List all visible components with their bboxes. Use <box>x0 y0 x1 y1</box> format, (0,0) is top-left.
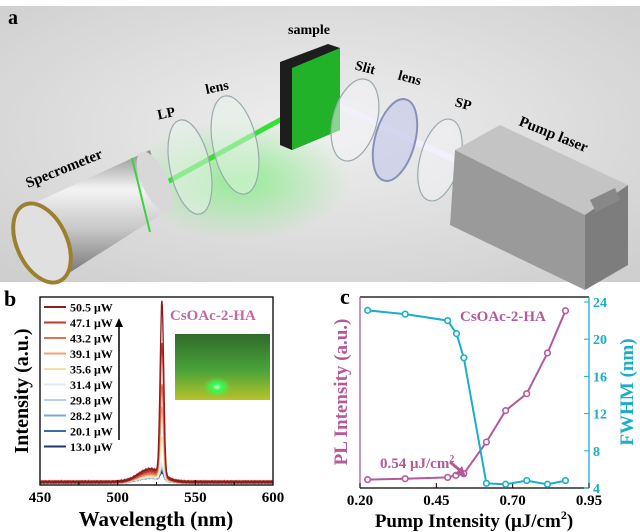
fwhm-point <box>364 306 372 314</box>
panel-c-x-axis-label: Pump Intensity (μJ/cm2) <box>375 508 573 532</box>
label-lens-right: lens <box>396 69 423 90</box>
legend-label: 31.4 μW <box>70 378 113 392</box>
panel-b-x-axis-label: Wavelength (nm) <box>79 507 234 531</box>
panel-c-right-y-axis-label: FWHM (nm) <box>617 338 638 445</box>
pl-intensity-point <box>543 349 552 357</box>
fwhm-point <box>452 330 461 338</box>
arrow-head-icon <box>115 318 123 327</box>
fwhm-point <box>502 480 510 488</box>
x-tick-label: 450 <box>29 490 52 506</box>
fwhm-point <box>444 317 452 325</box>
fwhm-line <box>367 309 566 486</box>
pl-intensity-point <box>401 475 409 483</box>
right-y-tick-label: 12 <box>593 408 607 423</box>
pl-intensity-point <box>482 438 491 446</box>
right-y-tick-label: 20 <box>593 333 607 348</box>
sample-plate <box>280 44 340 150</box>
legend-label: 47.1 μW <box>70 316 113 330</box>
x-tick-label: 550 <box>184 490 207 506</box>
fwhm-point <box>401 310 409 318</box>
pl-intensity-point <box>523 390 531 398</box>
panel-b-x-ticks: 450 500 550 600 <box>29 480 285 506</box>
fwhm-point <box>523 476 531 485</box>
legend-label: 13.0 μW <box>70 440 113 454</box>
fwhm-point <box>460 354 468 362</box>
label-lens-left: lens <box>204 78 230 98</box>
x-tick-label: 0.20 <box>347 493 373 509</box>
spectrometer <box>11 150 174 285</box>
slit <box>330 78 380 162</box>
legend-label: 29.8 μW <box>70 394 113 408</box>
inset-laser-spot <box>203 377 231 397</box>
pl-intensity-line <box>367 310 567 481</box>
x-label-sup: 2 <box>561 508 567 522</box>
x-tick-label: 0.95 <box>576 493 602 509</box>
x-label-end: ) <box>567 511 573 532</box>
pl-intensity-point <box>444 473 452 481</box>
panel-c-label: c <box>340 284 350 309</box>
legend-label: 43.2 μW <box>70 332 113 346</box>
panel-c-sample-label: CsOAc-2-HA <box>460 309 546 325</box>
lens-left <box>210 95 260 195</box>
spectrum-curve <box>39 300 274 485</box>
legend-label: 35.6 μW <box>70 363 113 377</box>
threshold-arrow-head-icon <box>455 466 466 477</box>
legend-label: 50.5 μW <box>70 301 113 315</box>
right-y-tick-label: 24 <box>593 296 607 311</box>
legend-label: 28.2 μW <box>70 409 113 423</box>
label-sample: sample <box>288 23 330 38</box>
panel-a-label: a <box>8 7 18 29</box>
pl-intensity-point <box>502 407 510 415</box>
fwhm-point <box>561 476 570 485</box>
panel-c-ticks: 0.20 0.45 0.70 0.954 8 12 16 20 24 <box>347 296 607 509</box>
fwhm-point <box>482 479 491 487</box>
panel-b-label: b <box>4 286 16 311</box>
lp-filter <box>167 119 213 215</box>
threshold-annotation-sup: 2 <box>449 454 454 465</box>
x-tick-label: 500 <box>106 490 129 506</box>
pl-intensity-point <box>561 307 570 315</box>
right-y-tick-label: 8 <box>593 445 600 460</box>
panel-c-left-y-axis-label: PL Intensity (a.u.) <box>331 319 352 466</box>
panel-b-y-axis-label: Intensity (a.u.) <box>11 328 33 453</box>
label-sp: SP <box>453 95 473 114</box>
legend-label: 39.1 μW <box>70 347 113 361</box>
x-tick-label: 0.70 <box>500 493 526 509</box>
legend-label: 20.1 μW <box>70 425 113 439</box>
x-label-main: Pump Intensity (μJ/cm <box>375 511 561 532</box>
label-slit: Slit <box>353 59 377 79</box>
pl-intensity-point <box>364 476 372 484</box>
x-tick-label: 600 <box>262 490 285 506</box>
threshold-annotation-text: 0.54 μJ/cm <box>380 456 450 472</box>
pump-laser-box <box>450 125 628 290</box>
right-y-tick-label: 4 <box>593 482 600 497</box>
x-tick-label: 0.45 <box>423 493 449 509</box>
panel-a-setup-illustration: a sample LP lens Slit lens SP Specromete… <box>0 6 640 290</box>
right-y-tick-label: 16 <box>593 370 607 385</box>
fwhm-point <box>543 480 552 488</box>
panel-b-sample-label: CsOAc-2-HA <box>170 308 256 324</box>
lens-right <box>371 98 419 182</box>
threshold-annotation: 0.54 μJ/cm2 <box>380 454 454 472</box>
label-lp: LP <box>156 105 177 123</box>
